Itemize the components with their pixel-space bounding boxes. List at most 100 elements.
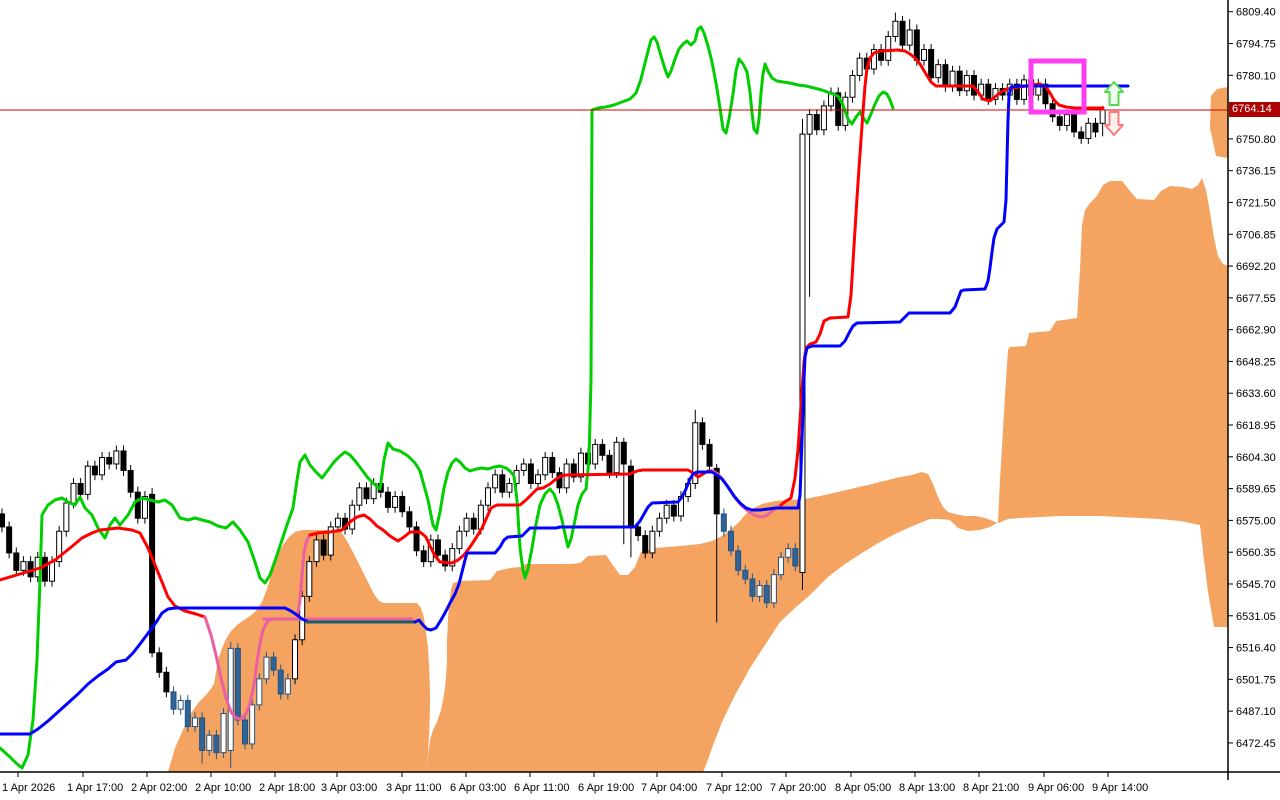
- candle-body: [928, 48, 935, 79]
- price-axis-label[interactable]: 6516.40: [1236, 643, 1276, 655]
- time-axis-label[interactable]: 1 Apr 17:00: [67, 782, 123, 794]
- candle-body: [56, 530, 63, 563]
- arrow-up-icon[interactable]: [1104, 81, 1124, 106]
- candle-body: [849, 75, 856, 98]
- candle-body: [141, 496, 148, 519]
- time-axis-label[interactable]: 7 Apr 20:00: [770, 782, 826, 794]
- candle-body: [99, 456, 106, 476]
- time-axis-label[interactable]: 9 Apr 14:00: [1092, 782, 1148, 794]
- price-axis-label[interactable]: 6633.60: [1236, 388, 1276, 400]
- candle-body: [806, 114, 813, 135]
- candle-body: [406, 511, 413, 528]
- price-axis-label[interactable]: 6662.90: [1236, 325, 1276, 337]
- candle-body: [963, 75, 970, 92]
- price-axis-label[interactable]: 6575.00: [1236, 515, 1276, 527]
- candle-body: [77, 483, 84, 495]
- time-axis-label[interactable]: 8 Apr 21:00: [963, 782, 1019, 794]
- price-axis-label[interactable]: 6589.65: [1236, 484, 1276, 496]
- ichimoku-cloud: [998, 178, 1228, 627]
- time-axis-label[interactable]: 9 Apr 06:00: [1028, 782, 1084, 794]
- time-axis-label[interactable]: 6 Apr 19:00: [578, 782, 634, 794]
- time-axis-label[interactable]: 7 Apr 12:00: [706, 782, 762, 794]
- time-axis-label[interactable]: 6 Apr 11:00: [514, 782, 569, 794]
- candle-body: [177, 700, 184, 710]
- highlight-rectangle[interactable]: [1028, 58, 1087, 115]
- price-axis-label[interactable]: 6531.05: [1236, 611, 1276, 623]
- candle-body: [949, 70, 956, 87]
- candle-body: [649, 530, 656, 554]
- price-axis-label[interactable]: 6692.20: [1236, 261, 1276, 273]
- candle-body: [713, 467, 720, 515]
- candle-body: [149, 493, 156, 654]
- time-axis-label[interactable]: 8 Apr 13:00: [899, 782, 955, 794]
- candle-body: [813, 114, 820, 131]
- time-axis-label[interactable]: 2 Apr 02:00: [131, 782, 187, 794]
- price-axis-label[interactable]: 6794.75: [1236, 39, 1276, 51]
- time-axis-label[interactable]: 7 Apr 04:00: [641, 782, 697, 794]
- price-axis-label[interactable]: 6721.50: [1236, 197, 1276, 209]
- price-axis-label[interactable]: 6487.10: [1236, 706, 1276, 718]
- candle-body: [699, 422, 706, 445]
- time-axis-label[interactable]: 6 Apr 03:00: [450, 782, 506, 794]
- price-axis-label[interactable]: 6780.10: [1236, 70, 1276, 82]
- candle-body: [170, 691, 177, 710]
- price-axis-label[interactable]: 6604.30: [1236, 452, 1276, 464]
- candle-body: [549, 456, 556, 474]
- candle-body: [392, 496, 399, 508]
- price-axis-label[interactable]: 6501.75: [1236, 674, 1276, 686]
- candle-body: [656, 517, 663, 532]
- time-axis-label[interactable]: 2 Apr 10:00: [195, 782, 251, 794]
- candle-body: [70, 483, 77, 504]
- time-axis-label[interactable]: 3 Apr 11:00: [386, 782, 441, 794]
- candle-body: [763, 585, 770, 604]
- arrow-down-icon[interactable]: [1104, 111, 1124, 136]
- candle-body: [720, 513, 727, 532]
- price-axis-label[interactable]: 6560.35: [1236, 547, 1276, 559]
- candle-body: [220, 713, 227, 754]
- time-axis-label[interactable]: 1 Apr 2026: [2, 782, 55, 794]
- price-axis-label[interactable]: 6750.80: [1236, 134, 1276, 146]
- price-axis-label[interactable]: 6706.85: [1236, 229, 1276, 241]
- candle-body: [906, 29, 913, 46]
- price-axis-label[interactable]: 6618.95: [1236, 420, 1276, 432]
- chikou-span-line: [0, 25, 895, 770]
- candle-body: [106, 456, 113, 465]
- candle-body: [91, 465, 98, 476]
- price-axis-label[interactable]: 6677.55: [1236, 293, 1276, 305]
- candle-body: [1063, 114, 1070, 126]
- time-axis-label[interactable]: 3 Apr 03:00: [321, 782, 377, 794]
- candle-body: [349, 504, 356, 530]
- candle-body: [499, 474, 506, 493]
- candle-body: [1042, 83, 1049, 105]
- candle-body: [0, 513, 5, 528]
- candle-body: [892, 20, 899, 37]
- candle-body: [134, 491, 141, 519]
- candle-body: [620, 441, 627, 465]
- time-axis-label[interactable]: 2 Apr 18:00: [259, 782, 315, 794]
- candle-body: [484, 487, 491, 506]
- candle-body: [327, 526, 334, 556]
- candle-body: [1021, 79, 1028, 100]
- candle-body: [1099, 109, 1106, 124]
- candle-body: [127, 469, 134, 493]
- price-axis-label[interactable]: 6736.15: [1236, 166, 1276, 178]
- price-axis-label[interactable]: 6648.25: [1236, 356, 1276, 368]
- candle-body: [49, 561, 56, 582]
- price-axis-label[interactable]: 6545.70: [1236, 579, 1276, 591]
- candle-body: [577, 452, 584, 478]
- candle-body: [249, 704, 256, 745]
- candle-body: [749, 578, 756, 597]
- kijun-sen-line: [0, 606, 309, 736]
- price-axis-label[interactable]: 6472.45: [1236, 738, 1276, 750]
- candle-body: [535, 474, 542, 485]
- candle-body: [735, 550, 742, 571]
- time-axis-label[interactable]: 8 Apr 05:00: [835, 782, 891, 794]
- candle-body: [277, 669, 284, 695]
- candle-body: [6, 526, 13, 554]
- price-axis-label[interactable]: 6809.40: [1236, 7, 1276, 19]
- candle-body: [635, 526, 642, 537]
- candle-body: [520, 463, 527, 471]
- candle-body: [434, 539, 441, 556]
